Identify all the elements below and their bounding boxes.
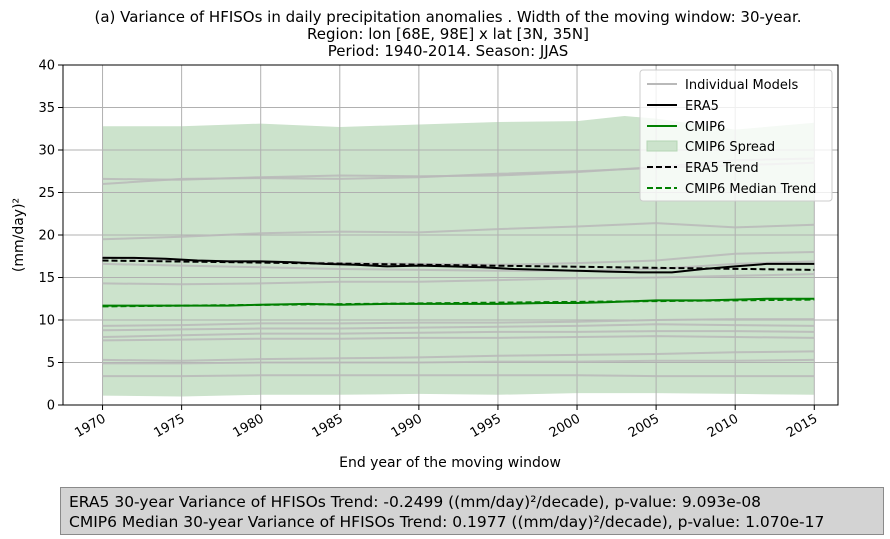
x-tick-label-2000: 2000	[547, 411, 583, 441]
y-tick-label-5: 5	[47, 356, 55, 371]
y-tick-label-15: 15	[38, 271, 55, 286]
x-tick-label-2005: 2005	[626, 411, 662, 441]
legend: Individual Models ERA5 CMIP6 CMIP6 Sprea…	[639, 69, 833, 202]
chart-title-line-3: Period: 1940-2014. Season: JJAS	[328, 42, 569, 60]
x-tick-label-1975: 1975	[151, 411, 187, 441]
y-tick-label-0: 0	[47, 399, 55, 414]
individual-model-line-11	[102, 350, 815, 362]
y-axis-ticks: 0 5 10 15 20 25 30 35 40	[38, 59, 63, 414]
era5-line	[102, 256, 815, 274]
individual-model-line-10	[102, 335, 815, 342]
individual-model-line-5	[102, 260, 815, 272]
cmip6-line	[102, 297, 815, 307]
era5-trend-stats: ERA5 30-year Variance of HFISOs Trend: -…	[69, 493, 762, 511]
legend-label-cmip6: CMIP6	[685, 120, 725, 135]
y-tick-label-30: 30	[38, 144, 55, 159]
legend-label-individual-models: Individual Models	[685, 78, 798, 93]
y-tick-label-40: 40	[38, 59, 55, 74]
y-tick-label-25: 25	[38, 186, 55, 201]
legend-key-cmip6-spread	[646, 140, 678, 152]
individual-model-line-8	[102, 323, 815, 332]
x-tick-label-1985: 1985	[310, 411, 346, 441]
spread-layer	[102, 116, 815, 397]
individual-model-line-6	[102, 273, 815, 286]
y-tick-label-10: 10	[38, 314, 55, 329]
x-tick-label-1995: 1995	[468, 411, 504, 441]
x-tick-label-2015: 2015	[784, 411, 820, 441]
y-tick-label-20: 20	[38, 229, 55, 244]
individual-model-line-3	[102, 222, 815, 241]
individual-model-line-9	[102, 330, 815, 338]
legend-label-cmip6-median-trend: CMIP6 Median Trend	[685, 182, 816, 197]
individual-model-line-13	[102, 374, 815, 378]
legend-frame	[639, 69, 833, 202]
cmip6-spread-band	[102, 116, 815, 397]
individual-models-layer	[102, 157, 815, 378]
y-tick-label-35: 35	[38, 101, 55, 116]
legend-label-cmip6-spread: CMIP6 Spread	[685, 140, 775, 155]
individual-model-line-12	[102, 358, 815, 365]
chart-title-line-1: (a) Variance of HFISOs in daily precipit…	[94, 8, 801, 26]
plot-area	[62, 64, 839, 406]
chart-title-line-2: Region: lon [68E, 98E] x lat [3N, 35N]	[307, 25, 589, 43]
cmip6-trend-stats: CMIP6 Median 30-year Variance of HFISOs …	[69, 513, 825, 531]
x-axis-label: End year of the moving window	[339, 455, 561, 471]
x-tick-label-1990: 1990	[389, 411, 425, 441]
x-tick-label-1980: 1980	[231, 411, 267, 441]
trend-stats-box: ERA5 30-year Variance of HFISOs Trend: -…	[60, 487, 884, 535]
x-axis-ticks: 1970 1975 1980 1985 1990 1995 2000 2005 2010 2015	[72, 405, 820, 441]
legend-label-era5: ERA5	[685, 99, 719, 114]
main-series-layer	[102, 256, 815, 308]
x-tick-label-2010: 2010	[705, 411, 741, 441]
x-tick-label-1970: 1970	[72, 411, 108, 441]
individual-model-line-7	[102, 318, 815, 327]
y-axis-label: (mm/day)²	[11, 198, 27, 272]
legend-label-era5-trend: ERA5 Trend	[685, 161, 759, 176]
